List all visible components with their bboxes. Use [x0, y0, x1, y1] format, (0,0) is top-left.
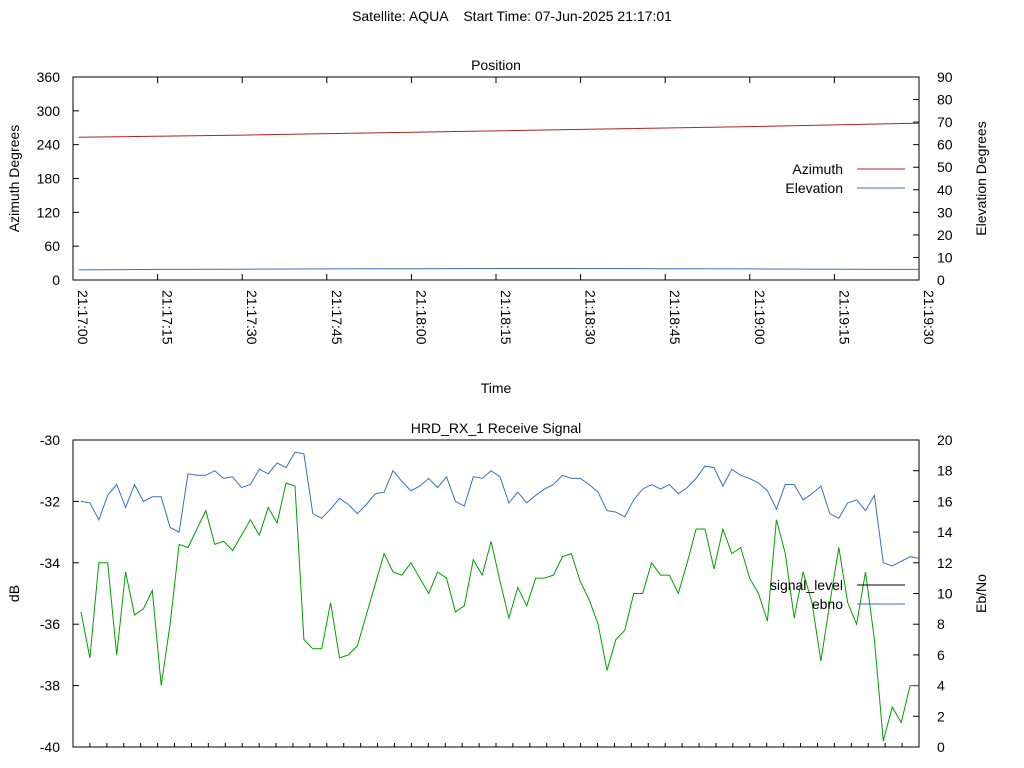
azimuth-axis-tick-label: 180	[37, 171, 61, 187]
db-axis-tick-label: -30	[40, 432, 60, 448]
ebno-axis-tick-label: 6	[937, 647, 945, 663]
db-axis-tick-label: -36	[40, 616, 60, 632]
ebno-axis-tick-label: 20	[937, 432, 953, 448]
y2-axis-label: Elevation Degrees	[973, 121, 989, 235]
x-tick-label: 21:19:30	[921, 290, 937, 345]
azimuth-axis-tick-label: 60	[44, 238, 60, 254]
series-line-signal_level	[80, 482, 919, 742]
ebno-axis-tick-label: 14	[937, 524, 953, 540]
x-tick-label: 21:17:00	[75, 290, 91, 345]
x-tick-label: 21:19:00	[752, 290, 768, 345]
azimuth-axis-tick-label: 360	[37, 69, 61, 85]
plot-frame	[72, 439, 920, 748]
db-axis-tick-label: -34	[40, 555, 60, 571]
position-chart: Position 21:17:00 21:17:15 21:17:30 21:17:45…	[6, 57, 989, 396]
x-tick-label: 21:18:15	[498, 290, 514, 345]
chart-title: Position	[471, 57, 521, 73]
legend-label: Azimuth	[792, 161, 843, 177]
db-axis-tick-label: -38	[40, 678, 60, 694]
azimuth-axis-tick-label: 120	[37, 204, 61, 220]
series-line-ebno	[80, 451, 920, 567]
legend-label: signal_level	[770, 577, 843, 593]
series-line-elevation	[78, 268, 920, 271]
ebno-axis-tick-label: 2	[937, 708, 945, 724]
x-tick-label: 21:18:30	[583, 290, 599, 345]
series-line-azimuth	[78, 122, 920, 138]
ebno-axis-tick-label: 4	[937, 678, 945, 694]
x-tick-label: 21:17:15	[160, 290, 176, 345]
elevation-axis-tick-label: 10	[937, 249, 953, 265]
elevation-axis-tick-label: 0	[937, 272, 945, 288]
x-tick-label: 21:17:30	[244, 290, 260, 345]
elevation-axis-tick-label: 20	[937, 227, 953, 243]
page-title: Satellite: AQUA Start Time: 07-Jun-2025 …	[352, 8, 672, 24]
db-axis-tick-label: -40	[40, 739, 60, 755]
elevation-axis-tick-label: 80	[937, 92, 953, 108]
elevation-axis-tick-label: 70	[937, 114, 953, 130]
y-axis-label: Azimuth Degrees	[6, 125, 22, 232]
ebno-axis-tick-label: 12	[937, 555, 953, 571]
elevation-axis-tick-label: 60	[937, 137, 953, 153]
y-axis-label: dB	[6, 585, 22, 602]
legend-label: Elevation	[785, 180, 843, 196]
elevation-axis-tick-label: 40	[937, 182, 953, 198]
x-tick-label: 21:18:00	[413, 290, 429, 345]
x-tick-label: 21:19:15	[836, 290, 852, 345]
ebno-axis-tick-label: 10	[937, 586, 953, 602]
chart-title: HRD_RX_1 Receive Signal	[411, 420, 581, 436]
x-tick-label: 21:18:45	[667, 290, 683, 345]
elevation-axis-tick-label: 50	[937, 159, 953, 175]
db-axis-tick-label: -32	[40, 493, 60, 509]
ebno-axis-tick-label: 16	[937, 493, 953, 509]
legend-label: ebno	[812, 596, 843, 612]
ebno-axis-tick-label: 8	[937, 616, 945, 632]
y2-axis-label: Eb/No	[973, 574, 989, 613]
azimuth-axis-tick-label: 300	[37, 103, 61, 119]
elevation-axis-tick-label: 90	[937, 69, 953, 85]
receive-signal-chart: HRD_RX_1 Receive Signal -40 -38 -36 -34 -32 -3…	[6, 420, 989, 755]
ebno-axis-tick-label: 0	[937, 739, 945, 755]
azimuth-axis-tick-label: 240	[37, 137, 61, 153]
x-axis-label: Time	[481, 380, 512, 396]
ebno-axis-tick-label: 18	[937, 463, 953, 479]
plot-frame	[72, 76, 920, 281]
azimuth-axis-tick-label: 0	[52, 272, 60, 288]
x-tick-label: 21:17:45	[329, 290, 345, 345]
elevation-axis-tick-label: 30	[937, 204, 953, 220]
